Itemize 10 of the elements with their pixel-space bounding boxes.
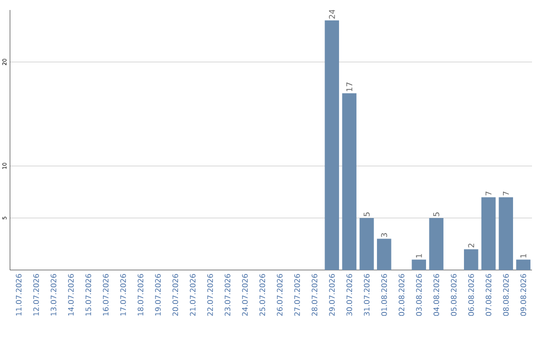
bar xyxy=(412,260,426,270)
bar xyxy=(360,218,374,270)
bar xyxy=(324,20,340,270)
bar xyxy=(481,197,496,270)
bar xyxy=(429,218,444,270)
bar xyxy=(342,93,356,270)
bar xyxy=(516,260,530,270)
bar xyxy=(464,249,478,270)
bar xyxy=(376,238,392,270)
bar xyxy=(498,197,514,270)
